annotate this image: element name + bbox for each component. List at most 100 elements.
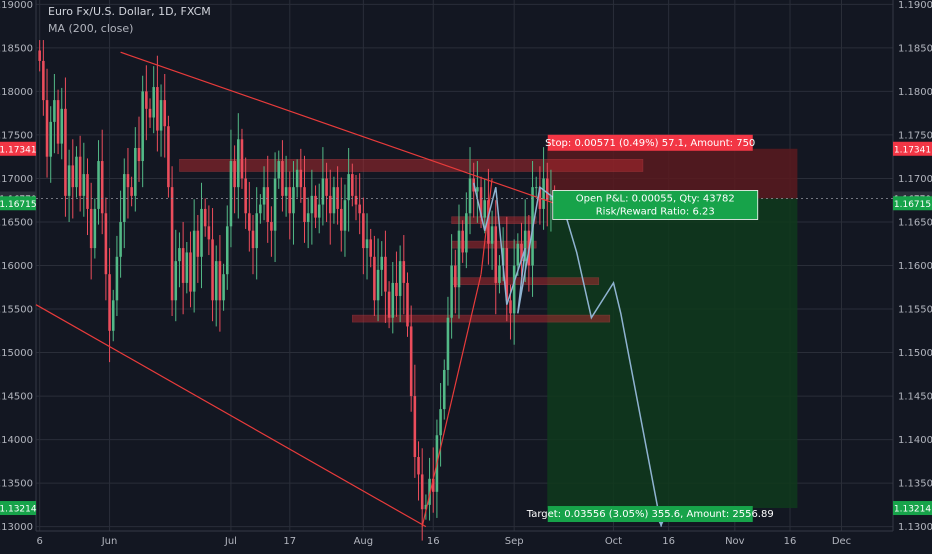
- candle: [328, 195, 332, 214]
- candle: [251, 230, 255, 249]
- right-axis-tick-label: 1.13000: [898, 522, 932, 533]
- candle: [38, 50, 41, 61]
- candle: [490, 226, 494, 244]
- candle: [450, 265, 453, 318]
- candle: [89, 208, 93, 249]
- candle: [49, 121, 52, 157]
- candle: [461, 230, 464, 253]
- x-axis-tick-label: 16: [784, 536, 797, 547]
- candle: [325, 178, 328, 196]
- candle: [479, 187, 483, 218]
- candle: [266, 187, 270, 222]
- candle: [295, 169, 299, 188]
- left-axis-tick-label: 1.17500: [0, 130, 33, 141]
- indicator-label: MA (200, close): [48, 22, 134, 35]
- candle: [119, 221, 122, 257]
- x-axis-tick-label: Jul: [224, 536, 237, 547]
- x-axis-tick-label: 17: [283, 536, 296, 547]
- candle: [218, 261, 222, 301]
- candle: [229, 161, 233, 227]
- candle: [376, 269, 380, 301]
- price-badge: [893, 141, 932, 156]
- candle: [277, 161, 281, 179]
- resistance-zone: [352, 314, 611, 323]
- candle: [402, 261, 406, 283]
- price-badge: [0, 501, 36, 516]
- candle: [262, 187, 266, 205]
- candle: [255, 213, 258, 249]
- candle: [148, 108, 152, 118]
- price-badge: [893, 501, 932, 516]
- price-badge-label: 1.13214: [0, 505, 37, 515]
- candle: [373, 256, 376, 301]
- price-badge: [893, 196, 932, 211]
- candle: [240, 139, 244, 179]
- left-axis-tick-label: 1.18500: [0, 43, 33, 54]
- price-badge-label: 1.16715: [0, 200, 37, 210]
- candle: [134, 147, 137, 196]
- candle: [358, 204, 361, 214]
- resistance-zone: [451, 216, 537, 225]
- candle: [214, 261, 218, 301]
- candle: [516, 243, 520, 266]
- candle: [126, 174, 130, 188]
- candle: [306, 213, 310, 222]
- candle: [465, 213, 468, 253]
- candle: [476, 187, 479, 192]
- candle: [362, 213, 365, 249]
- x-axis-tick-label: Nov: [725, 536, 745, 547]
- candle: [192, 230, 196, 292]
- candle: [130, 187, 133, 196]
- candle: [332, 187, 336, 214]
- candle: [498, 265, 501, 283]
- left-axis-tick-label: 1.14000: [0, 435, 33, 446]
- candle: [442, 369, 446, 410]
- candle: [45, 100, 49, 157]
- candle: [454, 265, 457, 288]
- candle: [67, 165, 71, 196]
- resistance-zone: [179, 159, 644, 172]
- candle: [141, 91, 144, 162]
- candle: [60, 108, 64, 144]
- left-axis-tick-label: 1.14500: [0, 392, 33, 403]
- candle: [185, 252, 189, 283]
- right-axis-tick-label: 1.17500: [898, 130, 932, 141]
- candle: [494, 226, 498, 283]
- candle: [64, 108, 67, 196]
- candle: [509, 300, 512, 314]
- candle: [336, 187, 339, 209]
- candle: [534, 187, 538, 189]
- x-axis-tick-label: Aug: [354, 536, 374, 547]
- left-axis-tick-label: 1.16500: [0, 217, 33, 228]
- candle: [413, 396, 417, 458]
- stop-label-box: [547, 134, 753, 151]
- target-label: Target: 0.03556 (3.05%) 355.6, Amount: 2…: [526, 509, 774, 520]
- candle: [417, 457, 420, 475]
- candle: [369, 239, 372, 257]
- candle: [384, 256, 387, 292]
- left-axis-tick-label: 1.15500: [0, 305, 33, 316]
- candle: [237, 139, 240, 188]
- candle: [207, 226, 211, 240]
- candle: [181, 248, 185, 283]
- projection-arrow: [472, 182, 663, 527]
- candle: [259, 204, 262, 214]
- candle: [145, 91, 148, 109]
- candle: [211, 239, 214, 301]
- candle: [53, 100, 56, 122]
- candle: [233, 161, 236, 188]
- price-badge-label: 1.16715: [894, 200, 931, 210]
- price-badge: [0, 196, 36, 211]
- stop-label: Stop: 0.00571 (0.49%) 57.1, Amount: 750: [545, 138, 755, 149]
- left-axis-tick-label: 1.19000: [0, 0, 33, 11]
- trendline: [421, 274, 482, 527]
- pnl-label: Risk/Reward Ratio: 6.23: [596, 206, 715, 217]
- candle: [244, 178, 247, 214]
- candle: [75, 156, 78, 188]
- right-axis-tick-label: 1.16000: [898, 261, 932, 272]
- x-axis-tick-label: Dec: [832, 536, 851, 547]
- x-axis-tick-label: Oct: [605, 536, 622, 547]
- candle: [431, 478, 435, 492]
